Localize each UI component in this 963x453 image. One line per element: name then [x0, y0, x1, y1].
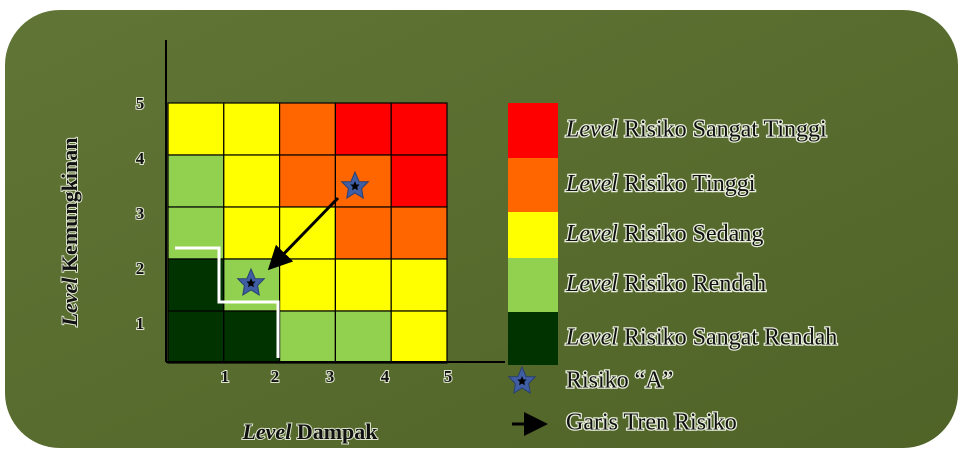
legend-label-prefix: Level [565, 116, 618, 142]
matrix-cell [279, 258, 337, 312]
y-axis-title-prefix: Level [57, 277, 82, 328]
legend-label-text: Risiko Sangat Tinggi [624, 116, 827, 142]
x-tick-label: 1 [221, 367, 230, 386]
legend-label: Level Risiko Sedang [565, 221, 763, 247]
matrix-cell [390, 310, 448, 364]
matrix-cell [223, 310, 281, 364]
legend-bar [508, 103, 558, 365]
matrix-cell [223, 154, 281, 208]
appetite-boundary [175, 246, 280, 358]
legend-label: Level Risiko Sangat Rendah [565, 324, 837, 350]
legend-swatch [508, 258, 558, 312]
legend-label-text: Risiko Rendah [624, 271, 766, 297]
x-tick-label: 2 [271, 367, 280, 386]
legend-swatch [508, 312, 558, 365]
legend-label-prefix: Level [565, 324, 618, 350]
x-axis-title-rest: Dampak [297, 419, 378, 444]
matrix-cell [167, 310, 225, 364]
legend-swatch [508, 103, 558, 158]
matrix-cell [334, 102, 392, 156]
matrix-cell [167, 206, 225, 260]
matrix-cell [167, 102, 225, 156]
y-axis-title: Level Kemungkinan [57, 138, 82, 328]
matrix-cell [390, 206, 448, 260]
x-tick-label: 5 [444, 367, 453, 386]
x-tick-label: 4 [381, 367, 390, 386]
matrix-cell [223, 102, 281, 156]
legend-label: Risiko “A” [566, 368, 673, 394]
x-tick-label: 3 [326, 367, 335, 386]
legend-label-text: Risiko Tinggi [624, 171, 756, 197]
legend-swatch [508, 212, 558, 258]
matrix-cell [223, 206, 281, 260]
legend-label-text: Risiko Sedang [624, 221, 763, 247]
matrix-cell [334, 154, 392, 208]
matrix-cell [390, 102, 448, 156]
matrix-cell [279, 310, 337, 364]
legend-label: Level Risiko Sangat Tinggi [565, 116, 827, 142]
matrix-cell [334, 258, 392, 312]
matrix-cell [334, 310, 392, 364]
legend-label-prefix: Level [565, 171, 618, 197]
matrix-cells [167, 102, 448, 364]
x-axis-title-prefix: Level [241, 419, 292, 444]
matrix-cell [167, 258, 225, 312]
y-tick-label: 5 [136, 94, 145, 113]
matrix-cell [334, 206, 392, 260]
y-tick-label: 2 [136, 259, 145, 278]
trend-arrow [267, 196, 340, 271]
legend-label-prefix: Level [565, 221, 618, 247]
background-panel [5, 10, 958, 448]
matrix-cell [279, 102, 337, 156]
legend-label: Level Risiko Rendah [565, 271, 766, 297]
legend-swatch [508, 158, 558, 212]
legend-label: Level Risiko Tinggi [565, 171, 756, 197]
y-axis-title-rest: Kemungkinan [57, 138, 82, 273]
matrix-cell [390, 258, 448, 312]
y-tick-label: 4 [136, 149, 145, 168]
matrix-cell [279, 154, 337, 208]
y-tick-label: 1 [136, 314, 145, 333]
y-tick-label: 3 [136, 204, 145, 223]
matrix-cell [167, 154, 225, 208]
x-axis-title: Level Dampak [241, 419, 378, 444]
legend-label-prefix: Level [565, 271, 618, 297]
matrix-cell [390, 154, 448, 208]
legend-label-text: Risiko Sangat Rendah [624, 324, 837, 350]
legend-label: Garis Tren Risiko [566, 410, 737, 436]
